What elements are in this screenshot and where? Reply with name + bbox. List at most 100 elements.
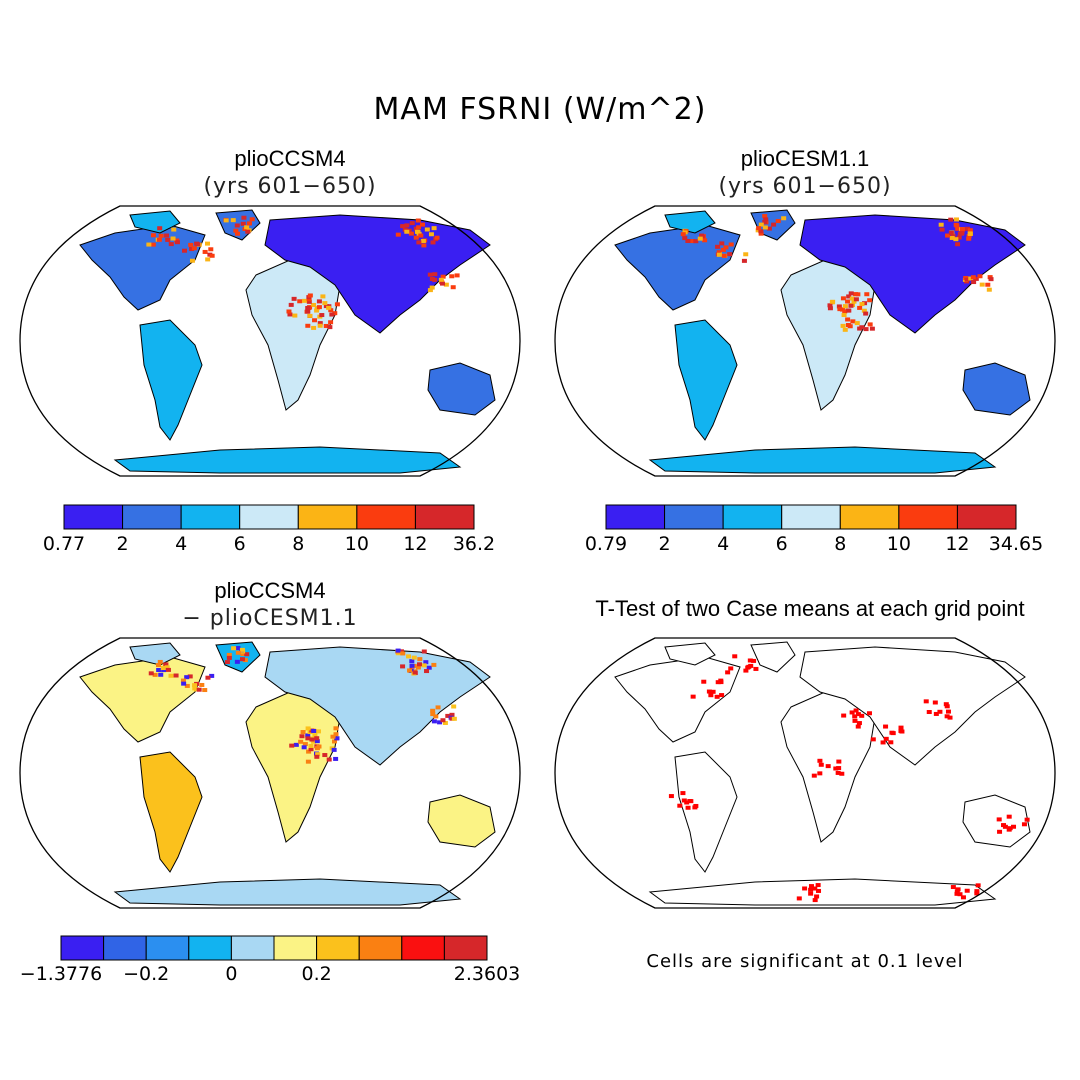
field-cell (440, 274, 446, 279)
land-region (264, 646, 491, 766)
colorbar-swatch (839, 504, 900, 530)
field-cell (315, 729, 321, 734)
significant-cell (856, 721, 862, 726)
colorbar-tick-label: 10 (344, 533, 369, 555)
field-cell (328, 320, 334, 325)
map-field (79, 209, 496, 474)
land-region (750, 641, 796, 673)
significant-cell (719, 693, 725, 698)
field-cell (970, 275, 976, 280)
field-cell (299, 734, 305, 739)
significant-cell (796, 896, 802, 901)
field-cell (721, 253, 727, 258)
field-cell (322, 301, 328, 306)
field-cell (968, 276, 974, 281)
field-cell (406, 654, 412, 659)
field-cell (953, 217, 959, 222)
field-cell (412, 670, 418, 675)
field-cell (327, 325, 333, 330)
field-cell (319, 313, 325, 318)
significant-cell (818, 762, 824, 767)
colorbar-tick-label: 2 (658, 533, 671, 555)
land-region (648, 878, 997, 906)
land-region (139, 319, 203, 441)
field-cell (959, 227, 965, 232)
field-cell (291, 296, 297, 301)
field-cell (758, 222, 764, 227)
field-cell (987, 275, 993, 280)
field-cell (400, 664, 406, 669)
field-cell (192, 686, 198, 691)
colorbar-swatch (722, 504, 783, 530)
field-cell (965, 226, 971, 231)
colorbar-swatch (63, 504, 124, 530)
field-cell (948, 217, 954, 222)
field-cell (427, 272, 433, 277)
field-cell (306, 297, 312, 302)
colorbar-tick-label: 4 (717, 533, 730, 555)
significant-cell (825, 764, 831, 769)
field-cell (854, 321, 860, 326)
field-cell (400, 651, 406, 656)
field-cell (693, 239, 699, 244)
field-cell (322, 753, 328, 758)
field-cell (302, 298, 308, 303)
land-region (79, 656, 206, 743)
field-cell (985, 282, 991, 287)
field-cell (305, 305, 311, 310)
field-cell (205, 675, 211, 680)
field-cell (146, 242, 152, 247)
field-cell (427, 288, 433, 293)
field-cell (680, 232, 686, 237)
field-cell (168, 673, 174, 678)
significant-cell (964, 888, 970, 893)
field-cell (966, 236, 972, 241)
field-cell (439, 281, 445, 286)
land-region (674, 319, 738, 441)
colorbar-tick-label: 6 (233, 533, 246, 555)
field-cell (950, 233, 956, 238)
field-cell (859, 302, 865, 307)
field-cell (953, 237, 959, 242)
field-cell (323, 323, 329, 328)
field-cell (231, 646, 237, 651)
significant-cell (841, 713, 847, 718)
field-cell (307, 293, 313, 298)
field-cell (836, 304, 842, 309)
field-cell (867, 298, 873, 303)
field-cell (156, 667, 162, 672)
field-cell (334, 736, 340, 741)
field-cell (315, 752, 321, 757)
field-cell (845, 299, 851, 304)
colorbar-tick-label: 34.65 (988, 533, 1044, 555)
field-cell (298, 739, 304, 744)
significant-cell (937, 709, 943, 714)
field-cell (239, 647, 245, 652)
field-cell (404, 229, 410, 234)
field-cell (286, 309, 292, 314)
map-field (614, 641, 1031, 906)
panel-1-map (19, 205, 521, 477)
field-cell (246, 221, 252, 226)
field-cell (306, 749, 312, 754)
land-region (245, 691, 341, 843)
land-region (674, 751, 738, 873)
significant-cell (849, 710, 855, 715)
significant-cell (668, 794, 674, 799)
field-cell (762, 219, 768, 224)
significant-cell (816, 888, 822, 893)
field-cell (428, 232, 434, 237)
land-region (245, 259, 341, 411)
field-cell (235, 650, 241, 655)
field-cell (781, 216, 787, 221)
field-cell (716, 250, 722, 255)
field-cell (417, 657, 423, 662)
significant-cell (950, 885, 956, 890)
significant-cell (677, 803, 683, 808)
significant-cell (812, 886, 818, 891)
field-cell (827, 303, 833, 308)
field-cell (409, 221, 415, 226)
field-cell (967, 231, 973, 236)
field-cell (830, 299, 836, 304)
field-cell (311, 739, 317, 744)
